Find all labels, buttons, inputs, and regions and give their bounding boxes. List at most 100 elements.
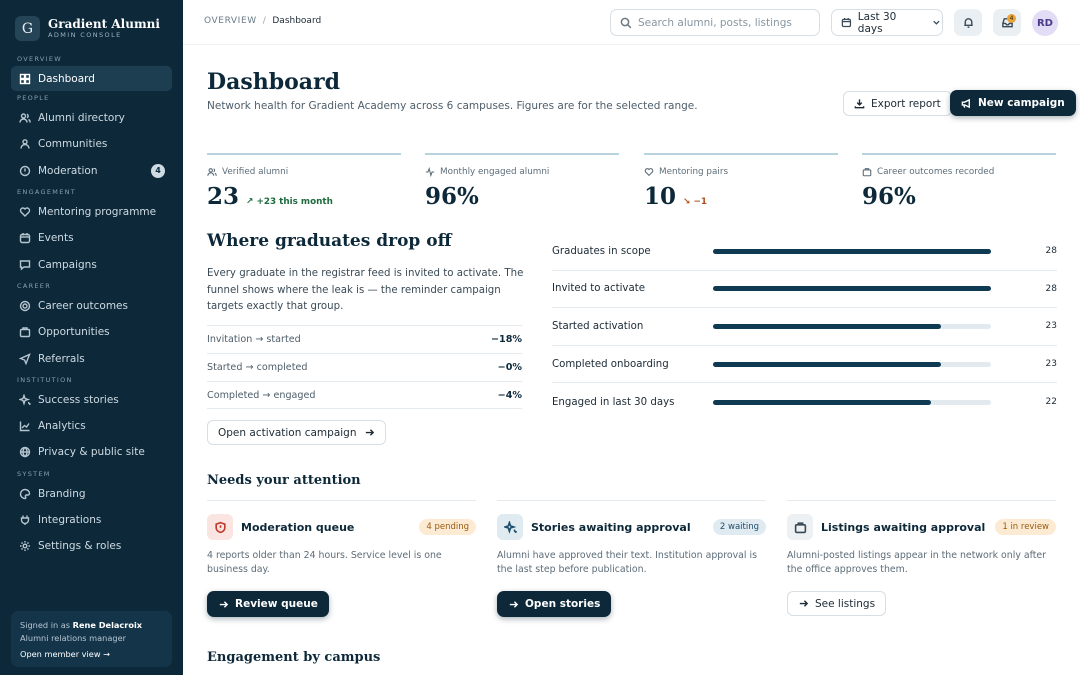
sidebar-item-label: Branding — [38, 487, 86, 500]
sidebar-item-settings-roles[interactable]: Settings & roles — [0, 533, 183, 559]
send-icon — [19, 352, 31, 365]
sparkles-icon — [503, 520, 517, 534]
funnel-row: Engaged in last 30 days 22 — [552, 383, 1057, 421]
funnel-row-label: Engaged in last 30 days — [552, 396, 675, 408]
search-input[interactable]: Search alumni, posts, listings — [610, 9, 820, 36]
shield-icon — [214, 521, 226, 533]
globe-icon — [19, 447, 31, 458]
see-listings-button[interactable]: See listings — [787, 591, 887, 616]
card-badge: 1 in review — [995, 519, 1056, 535]
sidebar-item-success-stories[interactable]: Success stories — [0, 387, 183, 413]
sidebar-item-label: Integrations — [38, 514, 102, 526]
funnel-bar-track — [713, 248, 991, 254]
activity-icon — [425, 167, 435, 177]
sidebar-item-career-outcomes[interactable]: Career outcomes — [0, 293, 183, 319]
dropoff-row-value: −4% — [497, 389, 522, 401]
target-icon — [19, 300, 31, 312]
sidebar-item-events[interactable]: Events — [0, 225, 183, 251]
sidebar-item-label: Referrals — [38, 352, 85, 365]
sidebar-item-branding[interactable]: Branding — [0, 481, 183, 507]
kpi-value: 23 — [207, 183, 240, 210]
funnel-bar — [713, 286, 991, 292]
dropoff-row-value: −18% — [490, 334, 522, 345]
moderation-queue-card: Moderation queue 4 pending 4 reports older… — [207, 500, 476, 617]
sidebar-item-referrals[interactable]: Referrals — [0, 345, 183, 371]
card-body: Alumni-posted listings appear in the net… — [787, 550, 1047, 575]
nav-section-title: OVERVIEW — [17, 55, 63, 63]
date-range-select[interactable]: Last 30 days — [831, 9, 943, 36]
nav-section-title: PEOPLE — [17, 94, 50, 102]
sidebar-item-opportunities[interactable]: Opportunities — [0, 319, 183, 345]
open-member-view-link[interactable]: Open member view → — [20, 649, 110, 659]
sidebar-item-label: Campaigns — [38, 258, 97, 271]
nav-section-title: ENGAGEMENT — [17, 187, 77, 196]
inbox-button[interactable]: 4 — [993, 9, 1021, 36]
breadcrumb-separator: / — [262, 16, 267, 26]
new-campaign-button[interactable]: New campaign — [950, 90, 1076, 116]
nav-section-title: SYSTEM — [17, 469, 51, 478]
sidebar-item-label: Events — [38, 232, 74, 245]
export-report-button[interactable]: Export report — [843, 91, 952, 116]
open-activation-campaign-button[interactable]: Open activation campaign — [207, 420, 386, 445]
breadcrumb-root[interactable]: OVERVIEW — [204, 16, 257, 26]
sidebar-item-label: Moderation — [38, 164, 98, 177]
review-queue-button[interactable]: Review queue — [207, 591, 329, 617]
plug-icon — [20, 515, 30, 525]
funnel-bar-track — [713, 323, 991, 329]
funnel-row: Started activation 23 — [552, 308, 1057, 346]
dropoff-row-label: Invitation → started — [207, 334, 301, 345]
listings-awaiting-approval-card: Listings awaiting approval 1 in review Alu… — [787, 500, 1056, 616]
funnel-row-label: Invited to activate — [552, 283, 645, 295]
card-button-label: Review queue — [235, 598, 318, 610]
card-badge: 2 waiting — [712, 519, 766, 535]
briefcase-icon — [862, 168, 872, 177]
avatar[interactable]: RD — [1032, 10, 1058, 36]
download-icon — [854, 99, 865, 109]
calendar-icon — [19, 233, 31, 244]
topbar: OVERVIEW / Dashboard Search alumni, posts,… — [183, 0, 1080, 45]
sidebar-item-communities[interactable]: Communities — [0, 131, 183, 157]
sidebar-item-privacy-public-site[interactable]: Privacy & public site — [0, 439, 183, 465]
kpi-label: Verified alumni — [222, 167, 289, 177]
user-role: Alumni relations manager — [20, 632, 126, 643]
grid-icon — [19, 73, 31, 84]
funnel-bar-track — [713, 286, 991, 292]
kpi-value: 96% — [862, 183, 916, 210]
dropoff-description: Every graduate in the registrar feed is … — [207, 268, 524, 312]
search-icon — [620, 17, 632, 28]
nav-section-title: CAREER — [17, 281, 52, 290]
megaphone-icon — [961, 98, 970, 108]
brand-subtitle: ADMIN CONSOLE — [48, 31, 122, 39]
card-button-label: See listings — [815, 597, 876, 610]
funnel-row-value: 23 — [1045, 359, 1057, 370]
sidebar-item-analytics[interactable]: Analytics — [0, 413, 183, 439]
card-icon — [787, 514, 813, 540]
kpi-card: Verified alumni 23 ↗ +23 this month — [207, 153, 401, 210]
sidebar-item-moderation[interactable]: Moderation 4 — [0, 158, 183, 184]
sidebar-item-dashboard[interactable]: Dashboard — [11, 66, 172, 91]
funnel-bar — [713, 361, 942, 367]
heart-icon — [19, 207, 31, 218]
main-content: OVERVIEW / Dashboard Search alumni, posts,… — [183, 0, 1080, 675]
sidebar-item-label: Dashboard — [38, 72, 95, 85]
open-activation-campaign-label: Open activation campaign — [218, 426, 357, 439]
funnel-row: Invited to activate 28 — [552, 271, 1057, 309]
sidebar-item-alumni-directory[interactable]: Alumni directory — [0, 105, 183, 131]
message-icon — [19, 259, 31, 271]
funnel-row-value: 22 — [1045, 397, 1057, 408]
activation-funnel: Graduates in scope 28 Invited to activate 2… — [552, 233, 1057, 421]
dropoff-row-value: −0% — [497, 362, 522, 373]
sidebar-item-integrations[interactable]: Integrations — [0, 507, 183, 533]
card-title: Stories awaiting approval — [531, 520, 691, 534]
kpi-label: Monthly engaged alumni — [440, 167, 550, 177]
sidebar-item-campaigns[interactable]: Campaigns — [0, 251, 183, 277]
funnel-row-value: 23 — [1045, 321, 1057, 332]
moderation-count-badge: 4 — [151, 163, 165, 178]
funnel-bar-track — [713, 361, 991, 367]
notifications-button[interactable] — [954, 9, 982, 36]
card-body: 4 reports older than 24 hours. Service l… — [207, 550, 442, 575]
sidebar-item-mentoring-programme[interactable]: Mentoring programme — [0, 199, 183, 225]
open-stories-button[interactable]: Open stories — [497, 591, 612, 617]
kpi-value: 96% — [425, 183, 479, 210]
page-title: Dashboard — [207, 69, 340, 95]
